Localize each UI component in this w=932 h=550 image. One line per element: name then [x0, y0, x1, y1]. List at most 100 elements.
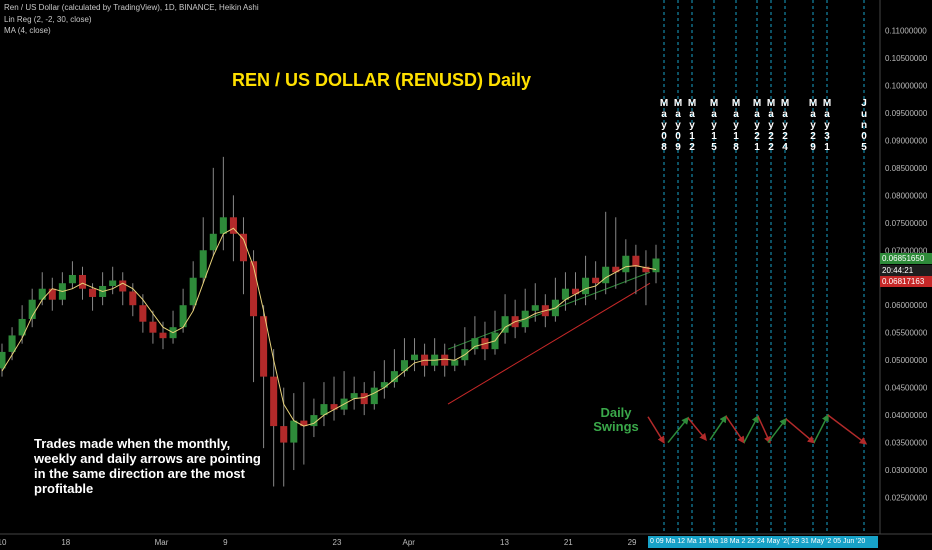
candle-body [139, 305, 147, 322]
current-price-tag: 0.06851650 [880, 253, 932, 264]
candle-body [592, 277, 600, 284]
time-axis: 1018Mar923Apr132129May [0, 533, 932, 547]
y-tick-label: 0.10000000 [885, 81, 928, 90]
x-tick-label: 21 [564, 538, 573, 547]
swing-arrow [757, 415, 771, 444]
candle-body [330, 404, 338, 410]
date-label: May18 [731, 98, 741, 153]
candle-body [78, 274, 87, 289]
candle-body [471, 338, 479, 350]
y-tick-label: 0.03500000 [885, 439, 928, 448]
regression-channel [447, 271, 651, 405]
projection-date-strip: 0 09 Ma 12 Ma 15 Ma 18 Ma 2 22 24 May '2… [648, 536, 878, 548]
candle-body [632, 255, 640, 267]
candle-body [149, 321, 157, 333]
date-label: May29 [808, 98, 818, 153]
candle-body [441, 354, 449, 366]
bottom-note: Trades made when the monthly, weekly and… [34, 436, 261, 496]
swing-arrow [667, 416, 689, 444]
y-tick-label: 0.07500000 [885, 219, 928, 228]
candle-body [129, 291, 137, 306]
candle-body [652, 258, 660, 273]
candle-body [290, 420, 298, 443]
candle-body [622, 255, 630, 273]
swing-arrows [647, 413, 868, 445]
swing-arrow [725, 415, 745, 444]
indicator-ma-label[interactable]: MA (4, close) [4, 26, 51, 35]
x-tick-label: 10 [0, 538, 7, 547]
candle-body [18, 318, 26, 336]
candle-body [68, 274, 76, 284]
swing-arrow [709, 414, 727, 441]
candle-body [159, 332, 167, 339]
date-label: Jun05 [860, 98, 868, 153]
candle-body [109, 280, 117, 286]
y-tick-label: 0.02500000 [885, 494, 928, 503]
candle-body [602, 266, 610, 284]
candle-body [239, 233, 247, 262]
candle-body [0, 351, 6, 369]
indicator-linreg-label[interactable]: Lin Reg (2, -2, 30, close) [4, 15, 92, 24]
y-tick-label: 0.10500000 [885, 54, 928, 63]
x-tick-label: Mar [155, 538, 169, 547]
candle-body [219, 217, 227, 234]
candle-body [119, 280, 127, 292]
swing-arrow [687, 417, 707, 441]
ma-line [1, 227, 657, 427]
candle-body [48, 288, 56, 300]
candle-body [229, 217, 237, 234]
candle-body [642, 266, 650, 273]
candle-body [370, 387, 378, 405]
y-tick-label: 0.04500000 [885, 384, 928, 393]
candle-body [8, 335, 16, 352]
channel-upper-line [447, 271, 651, 350]
candle-body [320, 404, 328, 416]
candle-body [571, 288, 580, 295]
y-tick-label: 0.09500000 [885, 109, 928, 118]
y-tick-label: 0.08500000 [885, 164, 928, 173]
candle-body [561, 288, 569, 300]
candle-body [451, 360, 459, 366]
candle-body [199, 250, 207, 278]
candle-body [612, 266, 620, 273]
ma-price-tag: 0.06817163 [880, 276, 932, 287]
channel-lower-line [447, 282, 651, 405]
countdown-tag: 20:44:21 [880, 265, 932, 276]
x-tick-label: 13 [500, 538, 509, 547]
x-tick-label: 23 [333, 538, 342, 547]
chart-annotation-title: REN / US DOLLAR (RENUSD) Daily [232, 70, 532, 90]
y-tick-label: 0.09000000 [885, 136, 928, 145]
y-tick-label: 0.04000000 [885, 411, 928, 420]
swing-arrow [813, 413, 829, 443]
candle-body [350, 393, 358, 399]
date-label: May15 [709, 98, 719, 153]
x-tick-label: 29 [628, 538, 637, 547]
candle-body [89, 288, 97, 297]
x-tick-label: Apr [403, 538, 416, 547]
candle-body [411, 354, 419, 361]
candle-body [300, 420, 308, 427]
swing-arrow [785, 418, 816, 444]
date-label: May21 [752, 98, 762, 153]
swing-arrow [743, 414, 759, 443]
date-label: May24 [780, 98, 790, 153]
candle-body [28, 299, 36, 319]
candle-body [189, 277, 197, 306]
y-tick-label: 0.03000000 [885, 466, 928, 475]
candle-body [360, 393, 368, 405]
candle-body [250, 261, 258, 317]
swings-label: Daily Swings [593, 405, 639, 434]
candle-body [531, 305, 539, 311]
candle-body [209, 233, 217, 251]
candle-body [38, 288, 46, 300]
swing-arrow [767, 417, 787, 444]
x-tick-label: 18 [61, 538, 70, 547]
candle-body [582, 277, 590, 295]
date-label: May12 [687, 98, 697, 153]
chart-header-title: Ren / US Dollar (calculated by TradingVi… [4, 3, 259, 12]
projection-lines [663, 0, 865, 534]
candle-body [270, 376, 278, 427]
y-tick-label: 0.06000000 [885, 301, 928, 310]
candle-body [380, 382, 388, 388]
